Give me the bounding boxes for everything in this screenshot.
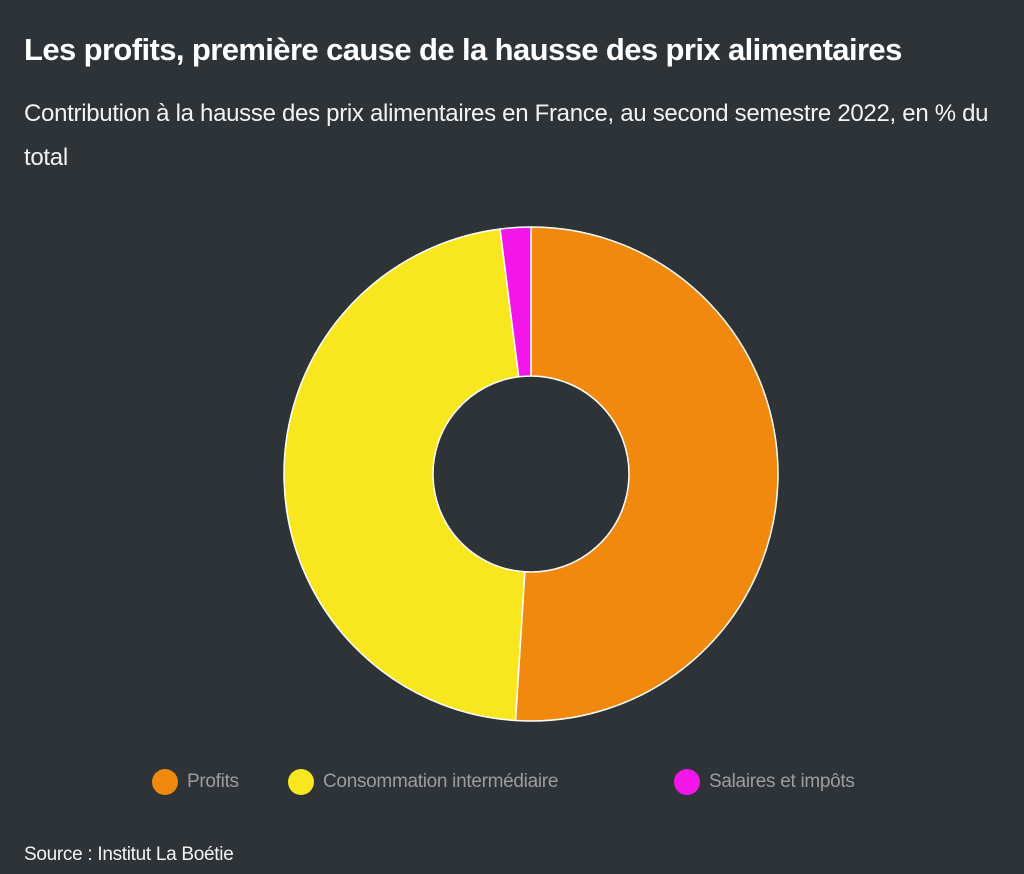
source-note: Source : Institut La Boétie bbox=[24, 844, 234, 865]
legend-label-profits: Profits bbox=[187, 771, 239, 792]
legend-item-profits[interactable]: Profits bbox=[152, 764, 239, 800]
chart-subtitle: Contribution à la hausse des prix alimen… bbox=[24, 100, 989, 171]
legend-swatch-consommation bbox=[288, 769, 314, 795]
slice-consommation[interactable] bbox=[283, 228, 526, 722]
legend-item-salaires[interactable]: Salaires et impôts bbox=[674, 764, 855, 800]
legend-item-consommation[interactable]: Consommation intermédiaire bbox=[288, 764, 558, 800]
slice-profits[interactable] bbox=[514, 226, 779, 722]
legend-label-consommation: Consommation intermédiaire bbox=[323, 771, 559, 792]
legend-label-salaires: Salaires et impôts bbox=[709, 771, 855, 792]
chart-legend: Profits Consommation intermédiaire Salai… bbox=[0, 764, 1024, 804]
slice-salaires[interactable] bbox=[499, 226, 532, 378]
legend-swatch-salaires bbox=[674, 769, 700, 795]
chart-title: Les profits, première cause de la hausse… bbox=[24, 32, 902, 67]
legend-swatch-profits bbox=[152, 769, 178, 795]
